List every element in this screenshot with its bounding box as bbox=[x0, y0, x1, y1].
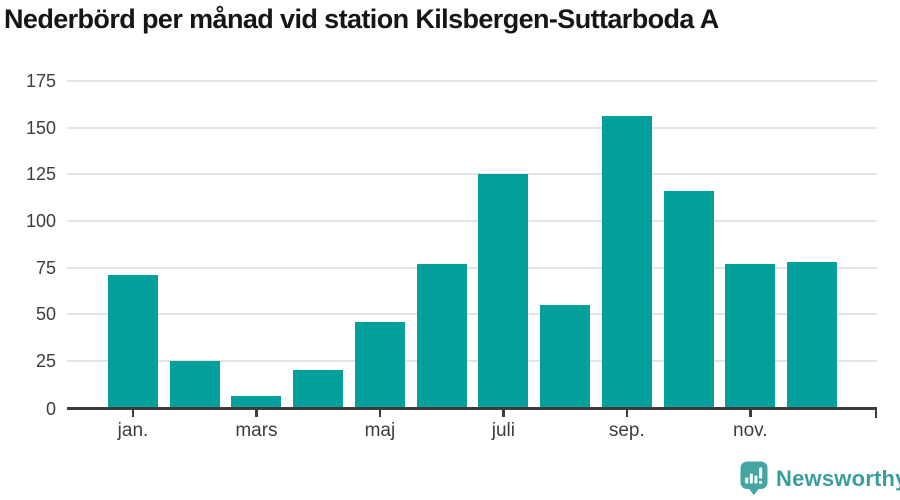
x-tick-nov. bbox=[749, 409, 752, 417]
x-axis-end-tick bbox=[874, 406, 877, 418]
x-tick-juli bbox=[502, 409, 505, 417]
x-tick-jan. bbox=[131, 409, 135, 417]
y-axis-label-100: 100 bbox=[25, 210, 56, 231]
gridline-125 bbox=[67, 173, 877, 176]
y-axis-label-0: 0 bbox=[45, 399, 56, 419]
bar-month-12 bbox=[787, 261, 838, 408]
bar-month-10 bbox=[663, 191, 714, 408]
bar-month-2 bbox=[169, 360, 220, 408]
bar-month-8 bbox=[540, 304, 591, 408]
x-axis-label-jan.: jan. bbox=[117, 420, 149, 441]
gridline-150 bbox=[67, 126, 877, 129]
y-axis-label-25: 25 bbox=[35, 350, 56, 371]
chart-title: Nederbörd per månad vid station Kilsberg… bbox=[4, 4, 719, 34]
x-tick-maj bbox=[378, 409, 382, 417]
x-axis-line bbox=[67, 406, 877, 410]
y-axis-label-50: 50 bbox=[35, 304, 56, 325]
gridline-75 bbox=[67, 266, 877, 269]
x-axis-label-maj: maj bbox=[364, 420, 396, 441]
x-axis-label-nov.: nov. bbox=[733, 420, 768, 441]
bar-month-7 bbox=[478, 174, 529, 408]
x-tick-sep. bbox=[625, 409, 629, 417]
brand-footer: Newsworthy bbox=[740, 461, 900, 496]
brand-name: Newsworthy bbox=[776, 465, 900, 491]
bar-month-9 bbox=[601, 116, 652, 408]
x-axis-label-sep.: sep. bbox=[608, 420, 645, 441]
x-tick-mars bbox=[255, 409, 258, 417]
newsworthy-logo-icon bbox=[740, 461, 768, 496]
bar-month-1 bbox=[108, 275, 158, 408]
gridline-50 bbox=[67, 313, 877, 316]
x-axis-label-juli: juli bbox=[491, 420, 515, 441]
y-axis-label-175: 175 bbox=[25, 71, 56, 91]
gridline-175 bbox=[67, 80, 877, 82]
bar-month-6 bbox=[416, 263, 467, 408]
x-axis-label-mars: mars bbox=[235, 420, 278, 441]
y-axis-label-75: 75 bbox=[35, 257, 56, 278]
y-axis-label-125: 125 bbox=[25, 164, 56, 185]
y-axis-label-150: 150 bbox=[25, 117, 56, 138]
gridline-100 bbox=[67, 219, 877, 222]
bar-month-11 bbox=[725, 263, 776, 408]
gridline-25 bbox=[67, 359, 877, 362]
bar-month-3 bbox=[231, 396, 282, 408]
bar-month-4 bbox=[293, 370, 344, 408]
bar-month-5 bbox=[354, 321, 405, 408]
